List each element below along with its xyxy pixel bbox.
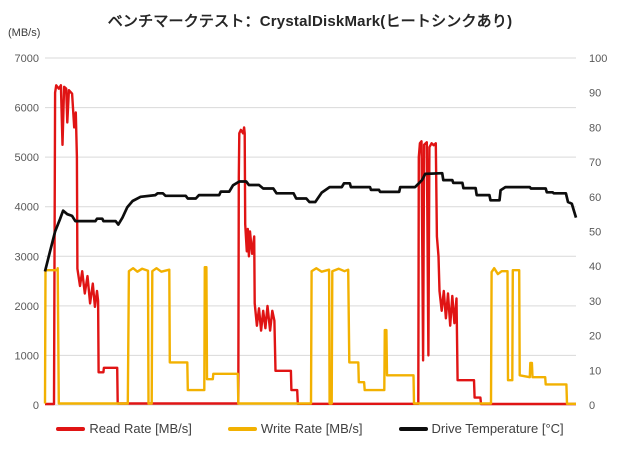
drive-temperature-line — [43, 171, 578, 272]
y-left-tick-label: 5000 — [15, 152, 39, 164]
y-left-tick-label: 3000 — [15, 251, 39, 263]
y-right-tick-label: 20 — [589, 331, 601, 343]
y-left-tick-label: 4000 — [15, 202, 39, 214]
y-right-tick-label: 100 — [589, 53, 607, 65]
y-right-tick-label: 10 — [589, 365, 601, 377]
y-right-tick-label: 80 — [589, 122, 601, 134]
legend: Read Rate [MB/s] Write Rate [MB/s] Drive… — [0, 421, 620, 436]
write-rate-line — [43, 266, 576, 405]
legend-item-read-rate: Read Rate [MB/s] — [56, 421, 192, 436]
y-left-tick-label: 1000 — [15, 350, 39, 362]
legend-item-drive-temperature: Drive Temperature [°C] — [398, 421, 564, 436]
y-right-tick-label: 90 — [589, 88, 601, 100]
y-right-tick-label: 60 — [589, 192, 601, 204]
y-left-tick-label: 7000 — [15, 53, 39, 65]
left-axis-unit-label: (MB/s) — [8, 27, 41, 39]
y-axis-left-labels: 0 1000 2000 3000 4000 5000 6000 7000 — [15, 53, 39, 412]
y-left-tick-label: 2000 — [15, 301, 39, 313]
legend-item-write-rate: Write Rate [MB/s] — [227, 421, 363, 436]
legend-label-read: Read Rate [MB/s] — [89, 421, 192, 436]
legend-label-write: Write Rate [MB/s] — [260, 421, 363, 436]
legend-swatch-write — [227, 426, 257, 431]
legend-swatch-temp — [398, 426, 428, 431]
y-right-tick-label: 70 — [589, 157, 601, 169]
y-right-tick-label: 0 — [589, 400, 595, 412]
y-right-tick-label: 50 — [589, 227, 601, 239]
series-lines — [43, 84, 578, 406]
legend-label-temp: Drive Temperature [°C] — [431, 421, 564, 436]
y-right-tick-label: 40 — [589, 261, 601, 273]
y-right-tick-label: 30 — [589, 296, 601, 308]
read-rate-line — [45, 84, 576, 406]
y-axis-right-labels: 0 10 20 30 40 50 60 70 80 90 100 — [589, 53, 607, 412]
legend-swatch-read — [56, 426, 86, 431]
chart-title: ベンチマークテスト：CrystalDiskMark(ヒートシンクあり) — [107, 13, 513, 30]
y-left-tick-label: 0 — [33, 400, 39, 412]
y-left-tick-label: 6000 — [15, 103, 39, 115]
